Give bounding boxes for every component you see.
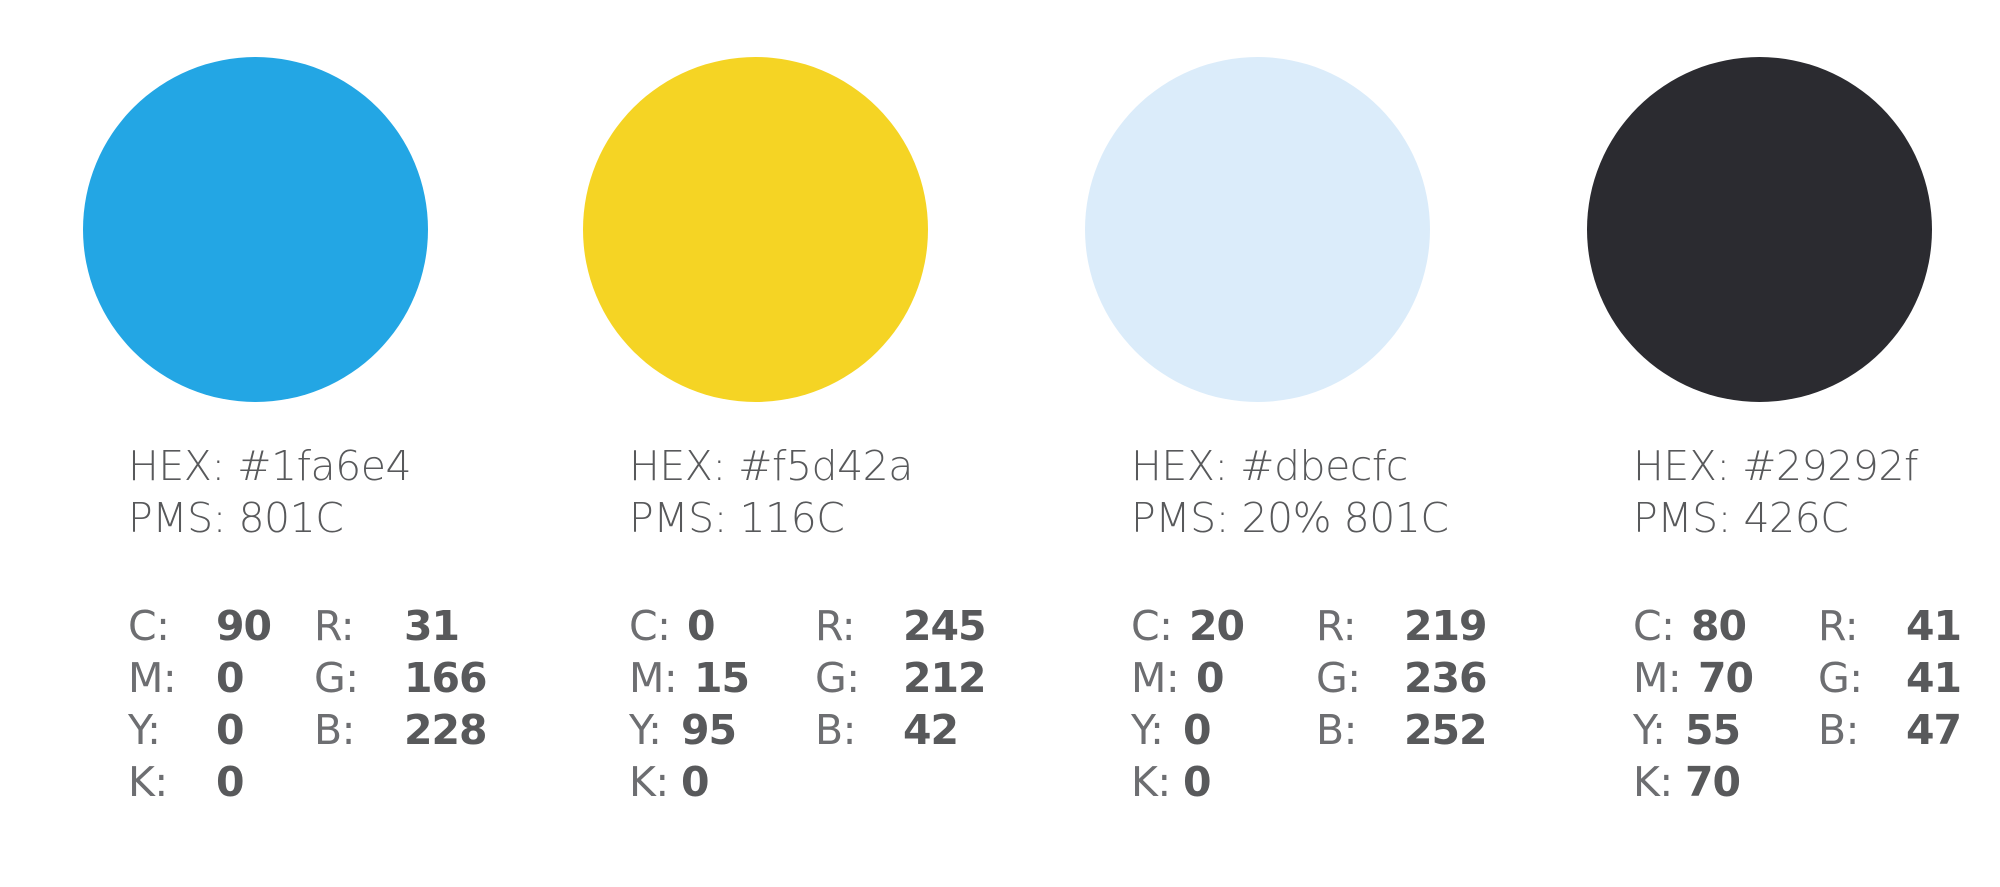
swatch-yellow: HEX: #f5d42a PMS: 116C C: 0 R: 245 M: 15… xyxy=(500,0,1000,887)
value-row-2: M: 15 G: 212 xyxy=(629,652,989,704)
m-label: M: xyxy=(1633,654,1682,702)
color-circle-dark xyxy=(1587,57,1932,402)
g-value: 236 xyxy=(1404,654,1488,702)
m-value: 0 xyxy=(1196,654,1225,702)
y-label: Y: xyxy=(629,706,662,754)
value-row-1: C: 90 R: 31 xyxy=(128,600,488,652)
swatch-info: HEX: #29292f PMS: 426C xyxy=(1633,440,1918,544)
color-circle-blue xyxy=(83,57,428,402)
pms-label: PMS: 116C xyxy=(629,494,845,542)
c-label: C: xyxy=(1633,602,1675,650)
swatch-dark: HEX: #29292f PMS: 426C C: 80 R: 41 M: 70… xyxy=(1500,0,2000,887)
k-label: K: xyxy=(128,758,168,806)
m-value: 0 xyxy=(216,654,245,702)
hex-label: HEX: #dbecfc xyxy=(1131,442,1408,490)
value-row-2: M: 0 G: 166 xyxy=(128,652,488,704)
value-row-1: C: 20 R: 219 xyxy=(1131,600,1491,652)
b-value: 42 xyxy=(903,706,959,754)
color-circle-light-blue xyxy=(1085,57,1430,402)
y-value: 0 xyxy=(216,706,245,754)
c-label: C: xyxy=(629,602,671,650)
r-label: R: xyxy=(1818,602,1859,650)
swatch-info: HEX: #dbecfc PMS: 20% 801C xyxy=(1131,440,1449,544)
b-value: 252 xyxy=(1404,706,1488,754)
pms-label: PMS: 801C xyxy=(128,494,344,542)
k-label: K: xyxy=(1131,758,1171,806)
k-label: K: xyxy=(629,758,669,806)
r-label: R: xyxy=(314,602,355,650)
hex-label: HEX: #29292f xyxy=(1633,442,1918,490)
value-row-1: C: 80 R: 41 xyxy=(1633,600,1993,652)
swatch-light-blue: HEX: #dbecfc PMS: 20% 801C C: 20 R: 219 … xyxy=(1000,0,1500,887)
m-label: M: xyxy=(629,654,678,702)
g-label: G: xyxy=(314,654,359,702)
g-label: G: xyxy=(1818,654,1863,702)
m-value: 15 xyxy=(694,654,750,702)
pms-label: PMS: 20% 801C xyxy=(1131,494,1449,542)
r-value: 41 xyxy=(1906,602,1962,650)
value-row-4: K: 0 xyxy=(128,756,488,808)
y-value: 0 xyxy=(1183,706,1212,754)
c-label: C: xyxy=(1131,602,1173,650)
k-value: 0 xyxy=(216,758,245,806)
value-row-3: Y: 0 B: 228 xyxy=(128,704,488,756)
b-label: B: xyxy=(1818,706,1859,754)
value-row-3: Y: 55 B: 47 xyxy=(1633,704,1993,756)
k-label: K: xyxy=(1633,758,1673,806)
color-values: C: 90 R: 31 M: 0 G: 166 Y: 0 B: 228 K: 0 xyxy=(128,600,488,808)
value-row-3: Y: 0 B: 252 xyxy=(1131,704,1491,756)
m-value: 70 xyxy=(1698,654,1754,702)
b-label: B: xyxy=(1316,706,1357,754)
value-row-4: K: 0 xyxy=(1131,756,1491,808)
b-label: B: xyxy=(314,706,355,754)
color-circle-yellow xyxy=(583,57,928,402)
g-value: 41 xyxy=(1906,654,1962,702)
k-value: 0 xyxy=(681,758,710,806)
swatch-blue: HEX: #1fa6e4 PMS: 801C C: 90 R: 31 M: 0 … xyxy=(0,0,500,887)
pms-label: PMS: 426C xyxy=(1633,494,1849,542)
value-row-2: M: 0 G: 236 xyxy=(1131,652,1491,704)
hex-label: HEX: #1fa6e4 xyxy=(128,442,412,490)
value-row-3: Y: 95 B: 42 xyxy=(629,704,989,756)
y-label: Y: xyxy=(128,706,161,754)
c-value: 20 xyxy=(1189,602,1245,650)
m-label: M: xyxy=(128,654,177,702)
color-values: C: 0 R: 245 M: 15 G: 212 Y: 95 B: 42 K: … xyxy=(629,600,989,808)
swatch-info: HEX: #f5d42a PMS: 116C xyxy=(629,440,913,544)
b-label: B: xyxy=(815,706,856,754)
b-value: 47 xyxy=(1906,706,1962,754)
c-value: 80 xyxy=(1691,602,1747,650)
color-values: C: 80 R: 41 M: 70 G: 41 Y: 55 B: 47 K: 7… xyxy=(1633,600,1993,808)
r-label: R: xyxy=(815,602,856,650)
value-row-4: K: 70 xyxy=(1633,756,1993,808)
r-value: 31 xyxy=(404,602,460,650)
r-value: 219 xyxy=(1404,602,1488,650)
value-row-2: M: 70 G: 41 xyxy=(1633,652,1993,704)
y-label: Y: xyxy=(1633,706,1666,754)
k-value: 70 xyxy=(1685,758,1741,806)
color-values: C: 20 R: 219 M: 0 G: 236 Y: 0 B: 252 K: … xyxy=(1131,600,1491,808)
y-value: 95 xyxy=(681,706,737,754)
value-row-1: C: 0 R: 245 xyxy=(629,600,989,652)
b-value: 228 xyxy=(404,706,488,754)
value-row-4: K: 0 xyxy=(629,756,989,808)
k-value: 0 xyxy=(1183,758,1212,806)
g-label: G: xyxy=(815,654,860,702)
y-label: Y: xyxy=(1131,706,1164,754)
c-value: 90 xyxy=(216,602,272,650)
hex-label: HEX: #f5d42a xyxy=(629,442,913,490)
g-value: 212 xyxy=(903,654,987,702)
m-label: M: xyxy=(1131,654,1180,702)
c-label: C: xyxy=(128,602,170,650)
g-label: G: xyxy=(1316,654,1361,702)
swatch-info: HEX: #1fa6e4 PMS: 801C xyxy=(128,440,412,544)
r-value: 245 xyxy=(903,602,987,650)
c-value: 0 xyxy=(687,602,716,650)
g-value: 166 xyxy=(404,654,488,702)
r-label: R: xyxy=(1316,602,1357,650)
y-value: 55 xyxy=(1685,706,1741,754)
